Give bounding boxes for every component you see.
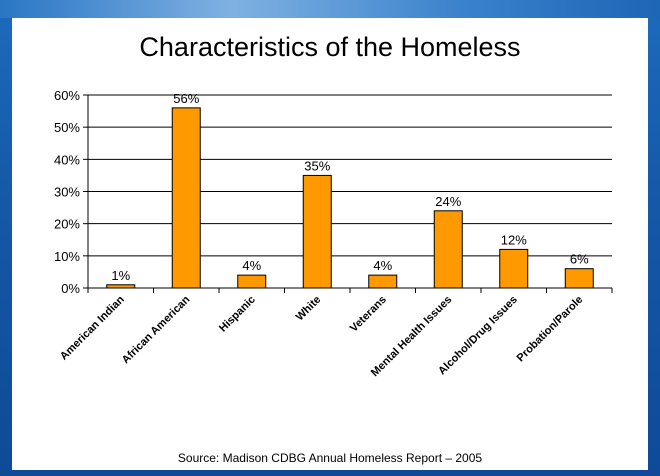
- top-decorative-strip: [0, 0, 660, 18]
- category-label: American Indian: [58, 293, 127, 362]
- y-tick-label: 30%: [54, 185, 80, 200]
- bar: [302, 174, 332, 289]
- category-label: Veterans: [348, 294, 389, 335]
- y-tick-label: 60%: [54, 88, 80, 103]
- data-label: 4%: [373, 258, 392, 273]
- category-label: African American: [120, 293, 193, 366]
- data-label: 4%: [242, 258, 261, 273]
- bar: [171, 107, 201, 289]
- y-tick-label: 50%: [54, 120, 80, 135]
- category-label: Probation/Parole: [515, 294, 586, 365]
- y-tick-label: 40%: [54, 152, 80, 167]
- y-tick-label: 10%: [54, 249, 80, 264]
- bar: [433, 210, 463, 289]
- bar: [499, 248, 529, 289]
- data-label: 24%: [435, 194, 461, 209]
- chart-title: Characteristics of the Homeless: [139, 32, 521, 62]
- y-tick-label: 20%: [54, 217, 80, 232]
- bar: [368, 274, 398, 289]
- data-label: 56%: [173, 91, 199, 106]
- category-label: Hispanic: [217, 294, 258, 335]
- chart-panel: Characteristics of the Homeless 0% 10% 20%…: [12, 18, 648, 470]
- bar-chart: 0% 10% 20% 30% 40% 50% 60% 1% American Indian 56%…: [54, 88, 613, 379]
- data-label: 35%: [304, 158, 330, 173]
- category-label: White: [294, 294, 324, 324]
- bar: [564, 268, 594, 289]
- bar: [237, 274, 267, 289]
- bar: [106, 284, 136, 289]
- data-label: 6%: [570, 252, 589, 267]
- data-label: 1%: [111, 268, 130, 283]
- source-note: Source: Madison CDBG Annual Homeless Rep…: [177, 451, 483, 465]
- y-tick-label: 0%: [61, 281, 80, 296]
- data-label: 12%: [501, 232, 527, 247]
